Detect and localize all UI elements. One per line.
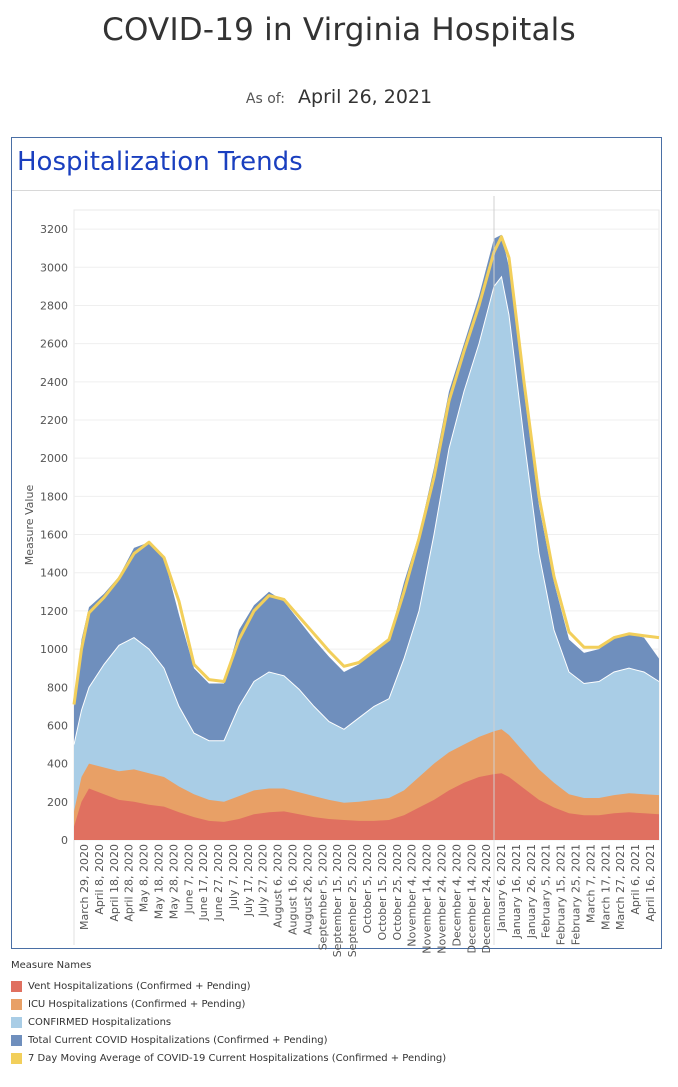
y-tick-label: 800 — [47, 681, 68, 694]
y-tick-label: 3000 — [40, 261, 68, 274]
area-vent — [74, 773, 659, 840]
x-tick-label: August 16, 2020 — [287, 844, 300, 935]
y-tick-label: 200 — [47, 796, 68, 809]
x-tick-label: March 27, 2021 — [614, 844, 627, 930]
legend-swatch — [11, 980, 22, 992]
as-of-date: April 26, 2021 — [298, 86, 433, 108]
legend-swatch — [11, 1016, 22, 1028]
x-tick-label: July 7, 2020 — [227, 844, 240, 910]
x-tick-label: February 15, 2021 — [555, 844, 568, 945]
x-tick-label: June 27, 2020 — [212, 844, 225, 921]
legend-item[interactable]: Total Current COVID Hospitalizations (Co… — [11, 1031, 446, 1049]
x-tick-label: March 29, 2020 — [78, 844, 91, 930]
x-tick-label: March 7, 2021 — [584, 844, 597, 923]
as-of-label: As of: — [245, 91, 285, 107]
x-tick-label: May 18, 2020 — [153, 844, 166, 919]
x-tick-label: August 6, 2020 — [272, 844, 285, 928]
x-tick-label: February 25, 2021 — [570, 844, 583, 945]
x-tick-label: October 15, 2020 — [376, 844, 389, 941]
y-tick-label: 1800 — [40, 490, 68, 503]
x-tick-label: March 17, 2021 — [599, 844, 612, 930]
legend-title: Measure Names — [11, 960, 92, 971]
area-confirmed — [74, 276, 659, 840]
x-tick-label: September 25, 2020 — [346, 844, 359, 957]
y-tick-label: 1400 — [40, 567, 68, 580]
x-tick-label: December 24, 2020 — [480, 844, 493, 954]
legend-item[interactable]: ICU Hospitalizations (Confirmed + Pendin… — [11, 995, 446, 1013]
y-tick-label: 1000 — [40, 643, 68, 656]
legend: Measure Names Vent Hospitalizations (Con… — [11, 960, 446, 1067]
panel-divider — [12, 190, 661, 191]
x-tick-label: August 26, 2020 — [301, 844, 314, 935]
x-tick-label: January 6, 2021 — [495, 844, 508, 932]
x-tick-label: September 5, 2020 — [316, 844, 329, 950]
x-tick-label: April 28, 2020 — [123, 844, 136, 922]
legend-label: Vent Hospitalizations (Confirmed + Pendi… — [28, 980, 251, 992]
legend-item[interactable]: Vent Hospitalizations (Confirmed + Pendi… — [11, 977, 446, 995]
legend-swatch — [11, 1052, 22, 1064]
legend-item[interactable]: 7 Day Moving Average of COVID-19 Current… — [11, 1049, 446, 1067]
x-tick-label: May 8, 2020 — [138, 844, 151, 912]
x-tick-label: January 16, 2021 — [510, 844, 523, 939]
x-tick-label: October 25, 2020 — [391, 844, 404, 941]
x-tick-label: December 4, 2020 — [450, 844, 463, 947]
y-tick-label: 2400 — [40, 376, 68, 389]
y-tick-label: 2000 — [40, 452, 68, 465]
x-tick-label: April 6, 2021 — [629, 844, 642, 915]
hospitalization-chart[interactable]: 0 200 400 600 800 1000 1200 1400 1600 1800 2000 220… — [0, 0, 678, 960]
legend-label: CONFIRMED Hospitalizations — [28, 1016, 172, 1028]
y-tick-label: 400 — [47, 758, 68, 771]
moving-average-line — [72, 235, 660, 705]
legend-swatch — [11, 1034, 22, 1046]
x-tick-label: October 5, 2020 — [361, 844, 374, 934]
y-tick-label: 2200 — [40, 414, 68, 427]
legend-item[interactable]: CONFIRMED Hospitalizations — [11, 1013, 446, 1031]
y-tick-label: 600 — [47, 719, 68, 732]
x-tick-label: April 18, 2020 — [108, 844, 121, 922]
panel-title: Hospitalization Trends — [17, 147, 303, 177]
x-tick-label: May 28, 2020 — [167, 844, 180, 919]
legend-swatch — [11, 998, 22, 1010]
y-tick-label: 2800 — [40, 299, 68, 312]
x-tick-label: July 17, 2020 — [242, 844, 255, 917]
y-tick-label: 1600 — [40, 529, 68, 542]
legend-label: Total Current COVID Hospitalizations (Co… — [28, 1034, 328, 1046]
as-of-line: As of: April 26, 2021 — [0, 86, 678, 108]
y-tick-label: 2600 — [40, 338, 68, 351]
y-tick-label: 0 — [61, 834, 68, 847]
legend-label: 7 Day Moving Average of COVID-19 Current… — [28, 1052, 447, 1064]
x-tick-label: June 7, 2020 — [182, 844, 195, 914]
x-tick-label: July 27, 2020 — [257, 844, 270, 917]
x-tick-label: December 14, 2020 — [465, 844, 478, 954]
legend-items: Vent Hospitalizations (Confirmed + Pendi… — [11, 977, 446, 1067]
x-tick-label: September 15, 2020 — [331, 844, 344, 957]
x-tick-label: February 5, 2021 — [540, 844, 553, 938]
x-tick-label: November 14, 2020 — [421, 844, 434, 954]
x-tick-label: January 26, 2021 — [525, 844, 538, 939]
legend-label: ICU Hospitalizations (Confirmed + Pendin… — [28, 998, 246, 1010]
x-tick-label: April 8, 2020 — [93, 844, 106, 915]
x-tick-label: June 17, 2020 — [197, 844, 210, 921]
y-tick-label: 3200 — [40, 223, 68, 236]
x-tick-label: April 16, 2021 — [644, 844, 657, 922]
y-tick-label: 1200 — [40, 605, 68, 618]
x-tick-label: November 4, 2020 — [406, 844, 419, 947]
confirmed-edge — [73, 275, 660, 745]
page-title: COVID-19 in Virginia Hospitals — [102, 12, 576, 48]
x-tick-label: November 24, 2020 — [436, 844, 449, 954]
y-axis-label: Measure Value — [23, 485, 36, 566]
